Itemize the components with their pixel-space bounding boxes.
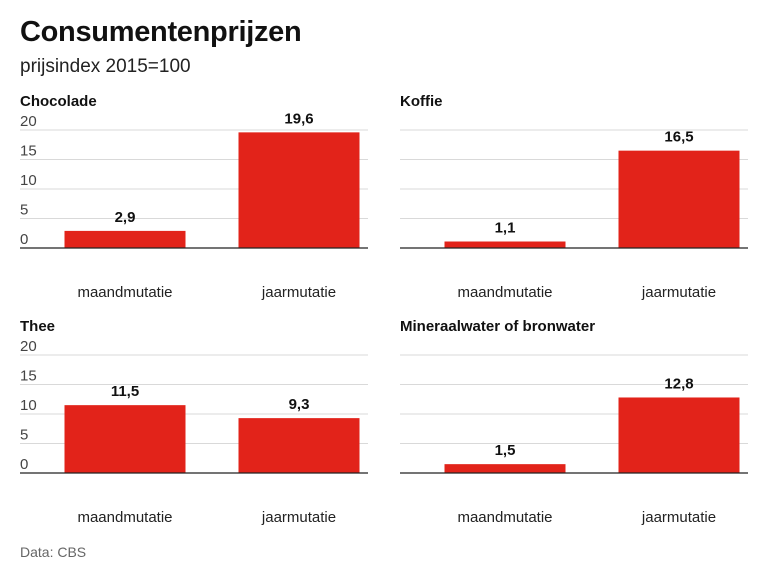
y-tick-label: 15 [20, 143, 37, 160]
bar-value-label: 16,5 [664, 129, 693, 146]
bar-value-label: 11,5 [111, 383, 139, 400]
bar [618, 397, 740, 473]
y-tick-label: 10 [20, 397, 37, 414]
y-tick-label: 10 [20, 172, 37, 189]
bar-value-label: 12,8 [664, 375, 693, 392]
panel-title: Chocolade [20, 93, 97, 110]
category-label: jaarmutatie [641, 509, 716, 526]
panel-koffie: Koffie 1,1 maandmutatie 16,5 jaarmutatie [400, 93, 760, 313]
bar-chart-mineraalwater: 1,5 maandmutatie 12,8 jaarmutatie [400, 354, 748, 526]
chart-title: Consumentenprijzen [20, 16, 302, 48]
bar [238, 132, 360, 248]
y-tick-label: 20 [20, 113, 37, 130]
bar [64, 230, 186, 248]
bar [444, 241, 566, 248]
y-tick-label: 5 [20, 202, 28, 219]
bar [618, 150, 740, 248]
panel-thee: Thee 0 5 10 15 20 11,5 maandmutatie 9,3 jaarmuta… [20, 318, 380, 538]
bar [238, 418, 360, 473]
panel-chocolade: Chocolade 0 5 10 15 20 2,9 maandmutatie 19,6 jaa… [20, 93, 380, 313]
bar-value-label: 1,5 [495, 442, 516, 459]
bar-chart-koffie: 1,1 maandmutatie 16,5 jaarmutatie [400, 129, 748, 301]
panel-title: Mineraalwater of bronwater [400, 318, 596, 335]
bar-value-label: 2,9 [115, 209, 136, 226]
y-tick-label: 15 [20, 368, 37, 385]
bar-chart-chocolade: 0 5 10 15 20 2,9 maandmutatie 19,6 jaarmutatie [20, 110, 368, 301]
panel-title: Koffie [400, 93, 443, 110]
y-tick-label: 20 [20, 338, 37, 355]
y-tick-label: 5 [20, 427, 28, 444]
y-tick-label: 0 [20, 456, 28, 473]
category-label: maandmutatie [457, 509, 552, 526]
category-label: maandmutatie [77, 284, 172, 301]
category-label: maandmutatie [457, 284, 552, 301]
category-label: jaarmutatie [641, 284, 716, 301]
panel-title: Thee [20, 318, 56, 335]
source-note: Data: CBS [20, 544, 87, 560]
bar [64, 405, 186, 473]
bar-value-label: 9,3 [289, 396, 310, 413]
category-label: jaarmutatie [261, 509, 336, 526]
chart-subtitle: prijsindex 2015=100 [20, 56, 191, 77]
bar-chart-thee: 0 5 10 15 20 11,5 maandmutatie 9,3 jaarmutatie [20, 338, 368, 526]
bar-value-label: 19,6 [284, 110, 313, 127]
category-label: jaarmutatie [261, 284, 336, 301]
bar-value-label: 1,1 [495, 220, 516, 237]
panel-mineraalwater: Mineraalwater of bronwater 1,5 maandmutat… [400, 318, 760, 538]
bar [444, 464, 566, 473]
category-label: maandmutatie [77, 509, 172, 526]
y-tick-label: 0 [20, 231, 28, 248]
